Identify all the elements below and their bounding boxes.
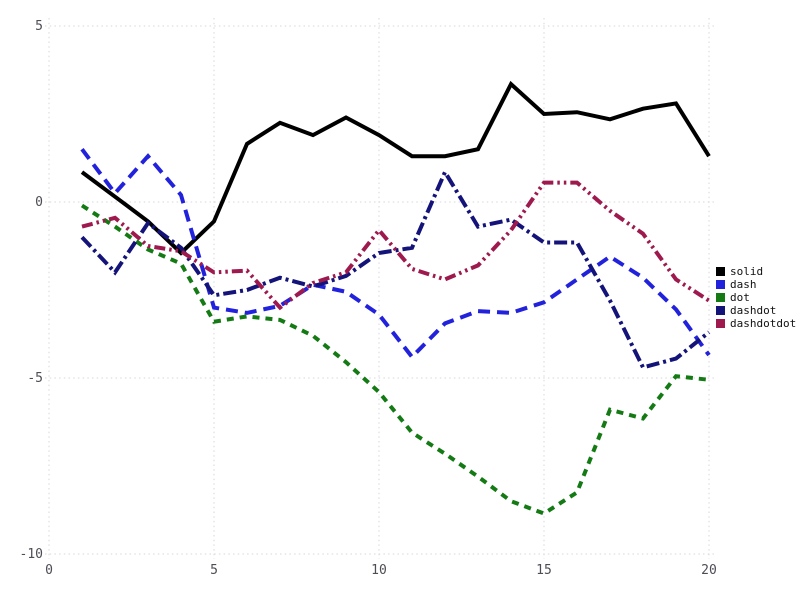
y-tick-label: -5 bbox=[27, 371, 43, 386]
legend-item-dot: dot bbox=[716, 291, 796, 304]
legend-item-solid: solid bbox=[716, 265, 796, 278]
x-tick-label: 10 bbox=[371, 563, 387, 578]
legend-item-dashdot: dashdot bbox=[716, 304, 796, 317]
series-line-solid bbox=[80, 80, 711, 256]
series-line-dashdotdot bbox=[81, 180, 711, 311]
legend-swatch-icon bbox=[716, 319, 725, 328]
legend-item-dash: dash bbox=[716, 278, 796, 291]
legend-label: dashdot bbox=[730, 304, 777, 317]
x-tick-label: 20 bbox=[701, 563, 717, 578]
y-tick-label: 0 bbox=[35, 195, 43, 210]
series-line-dashdot bbox=[80, 167, 711, 370]
y-tick-label: 5 bbox=[35, 19, 43, 34]
legend-label: dot bbox=[730, 291, 750, 304]
legend-swatch-icon bbox=[716, 306, 725, 315]
legend: solid dash dot dashdot dashdotdot bbox=[716, 265, 796, 330]
legend-label: dash bbox=[730, 278, 757, 291]
legend-swatch-icon bbox=[716, 293, 725, 302]
x-tick-label: 5 bbox=[210, 563, 218, 578]
legend-swatch-icon bbox=[716, 280, 725, 289]
series-line-dot bbox=[80, 203, 710, 516]
legend-label: solid bbox=[730, 265, 764, 278]
series-line-dash bbox=[80, 147, 711, 360]
legend-swatch-icon bbox=[716, 267, 725, 276]
x-tick-label: 0 bbox=[45, 563, 53, 578]
y-tick-label: -10 bbox=[20, 547, 43, 562]
legend-item-dashdotdot: dashdotdot bbox=[716, 317, 796, 330]
x-tick-label: 15 bbox=[536, 563, 552, 578]
legend-label: dashdotdot bbox=[730, 317, 797, 330]
